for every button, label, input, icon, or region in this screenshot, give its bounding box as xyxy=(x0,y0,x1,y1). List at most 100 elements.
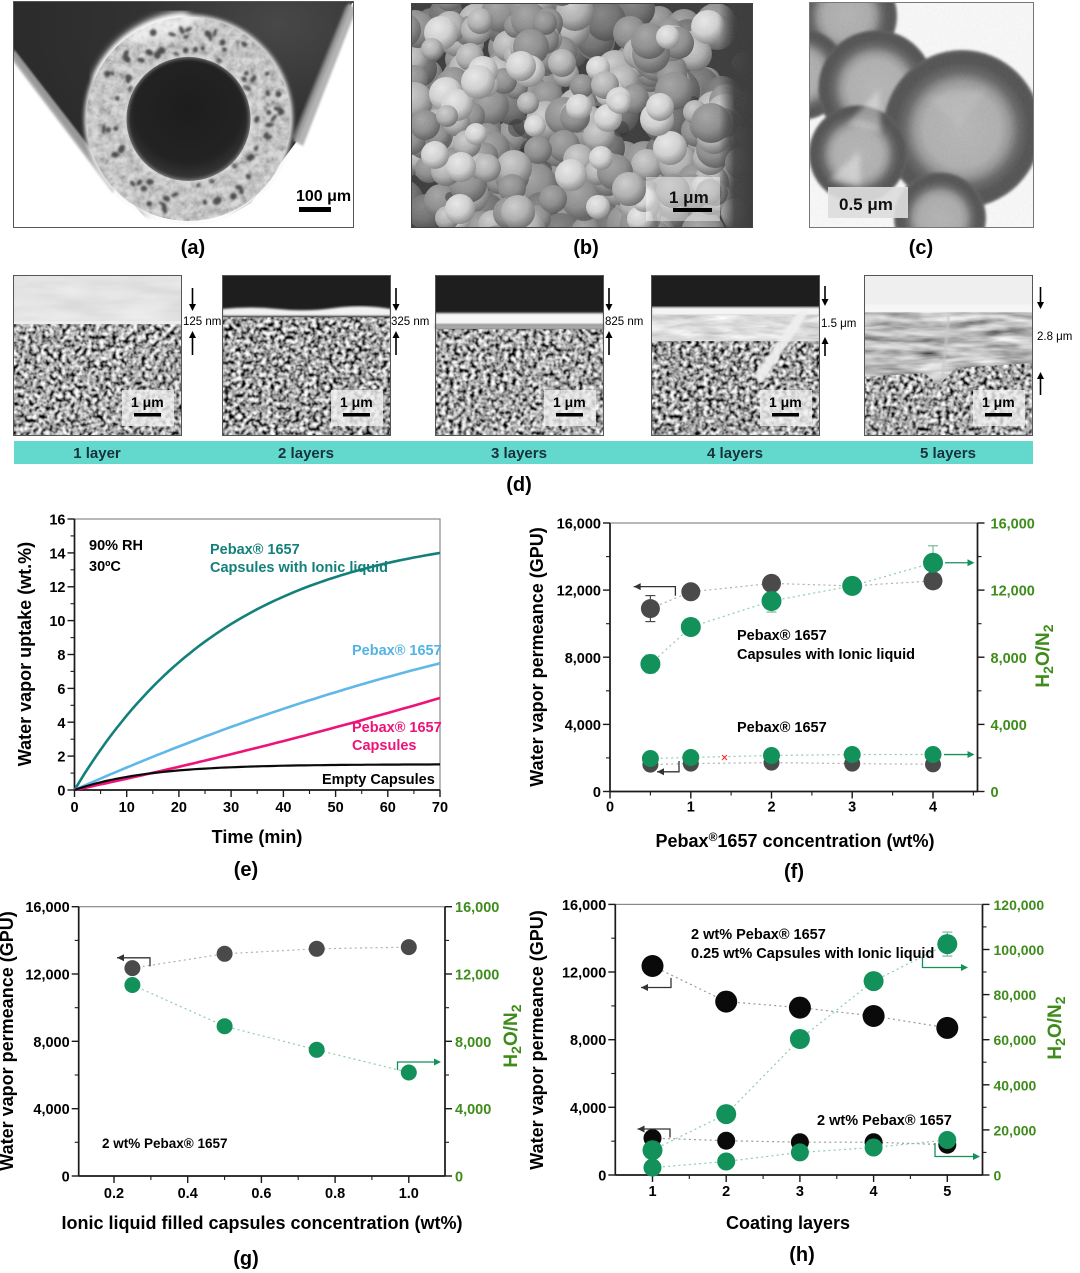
svg-text:16,000: 16,000 xyxy=(991,517,1035,533)
svg-text:Capsules: Capsules xyxy=(352,738,416,754)
svg-text:4,000: 4,000 xyxy=(991,718,1027,734)
svg-text:Ionic liquid filled capsules c: Ionic liquid filled capsules concentrati… xyxy=(61,1213,462,1233)
svg-text:20,000: 20,000 xyxy=(994,1122,1037,1138)
svg-text:(h): (h) xyxy=(789,1244,815,1266)
svg-text:1: 1 xyxy=(687,800,695,816)
svg-text:1 μm: 1 μm xyxy=(553,394,586,410)
svg-text:120,000: 120,000 xyxy=(994,897,1045,913)
svg-text:1 μm: 1 μm xyxy=(982,394,1015,410)
svg-text:8,000: 8,000 xyxy=(991,651,1027,667)
svg-text:1.0: 1.0 xyxy=(399,1186,419,1202)
svg-text:16: 16 xyxy=(49,513,65,529)
svg-text:12: 12 xyxy=(49,580,65,596)
svg-text:Capsules with Ionic liquid: Capsules with Ionic liquid xyxy=(737,647,915,663)
svg-text:5 layers: 5 layers xyxy=(920,445,976,462)
svg-text:50: 50 xyxy=(328,800,344,816)
svg-text:4: 4 xyxy=(57,716,65,732)
svg-text:2: 2 xyxy=(57,750,65,766)
svg-text:12,000: 12,000 xyxy=(25,968,69,984)
svg-text:H2O/N2: H2O/N2 xyxy=(1045,996,1068,1059)
svg-text:2 wt% Pebax® 1657: 2 wt% Pebax® 1657 xyxy=(691,927,826,943)
svg-text:0: 0 xyxy=(62,1170,70,1186)
svg-text:100,000: 100,000 xyxy=(994,942,1045,958)
svg-text:20: 20 xyxy=(171,800,187,816)
svg-text:H2O/N2: H2O/N2 xyxy=(501,1004,524,1067)
svg-text:(g): (g) xyxy=(233,1248,259,1270)
svg-text:3 layers: 3 layers xyxy=(491,445,547,462)
svg-text:0: 0 xyxy=(455,1170,463,1186)
svg-text:16,000: 16,000 xyxy=(557,517,601,533)
svg-text:0.8: 0.8 xyxy=(325,1186,345,1202)
svg-text:0: 0 xyxy=(57,784,65,800)
svg-text:2.8 μm: 2.8 μm xyxy=(1037,331,1072,343)
svg-text:0: 0 xyxy=(598,1169,606,1185)
svg-text:2 wt% Pebax® 1657: 2 wt% Pebax® 1657 xyxy=(817,1113,952,1129)
svg-text:0.6: 0.6 xyxy=(251,1186,271,1202)
svg-text:8,000: 8,000 xyxy=(455,1035,491,1051)
svg-text:0.25 wt% Capsules with Ionic l: 0.25 wt% Capsules with Ionic liquid xyxy=(691,946,934,962)
svg-text:8,000: 8,000 xyxy=(565,651,601,667)
svg-text:60,000: 60,000 xyxy=(994,1032,1037,1048)
svg-text:12,000: 12,000 xyxy=(557,584,601,600)
svg-text:125 nm: 125 nm xyxy=(183,316,221,328)
svg-text:90% RH: 90% RH xyxy=(89,538,143,554)
svg-text:Water vapor permeance (GPU): Water vapor permeance (GPU) xyxy=(527,527,547,786)
svg-text:Water vapor permeance (GPU): Water vapor permeance (GPU) xyxy=(0,911,17,1170)
svg-text:(e): (e) xyxy=(234,859,258,881)
svg-text:Capsules with Ionic liquid: Capsules with Ionic liquid xyxy=(210,560,388,576)
svg-text:30: 30 xyxy=(223,800,239,816)
svg-text:0.5 μm: 0.5 μm xyxy=(839,195,893,214)
svg-text:2: 2 xyxy=(722,1184,730,1200)
svg-text:Pebax® 1657: Pebax® 1657 xyxy=(352,643,442,659)
svg-text:Pebax® 1657: Pebax® 1657 xyxy=(352,720,442,736)
svg-text:2 wt% Pebax® 1657: 2 wt% Pebax® 1657 xyxy=(102,1136,228,1151)
svg-text:4,000: 4,000 xyxy=(570,1101,606,1117)
svg-text:8,000: 8,000 xyxy=(33,1035,69,1051)
svg-text:Coating layers: Coating layers xyxy=(726,1213,850,1233)
svg-text:4 layers: 4 layers xyxy=(707,445,763,462)
svg-text:H2O/N2: H2O/N2 xyxy=(1033,624,1056,687)
svg-text:0: 0 xyxy=(70,800,78,816)
svg-text:4,000: 4,000 xyxy=(565,718,601,734)
svg-text:8,000: 8,000 xyxy=(570,1033,606,1049)
svg-text:325 nm: 325 nm xyxy=(391,316,429,328)
svg-text:16,000: 16,000 xyxy=(455,900,499,916)
svg-text:8: 8 xyxy=(57,648,65,664)
svg-text:4: 4 xyxy=(929,800,937,816)
svg-text:40: 40 xyxy=(275,800,291,816)
svg-text:2: 2 xyxy=(767,800,775,816)
svg-text:16,000: 16,000 xyxy=(25,900,69,916)
svg-text:100 μm: 100 μm xyxy=(296,188,351,205)
svg-text:Time (min): Time (min) xyxy=(212,827,303,847)
svg-text:16,000: 16,000 xyxy=(562,898,606,914)
svg-text:0: 0 xyxy=(994,1168,1002,1184)
svg-text:Pebax® 1657: Pebax® 1657 xyxy=(737,720,827,736)
svg-text:3: 3 xyxy=(796,1184,804,1200)
svg-text:Water vapor permeance (GPU): Water vapor permeance (GPU) xyxy=(527,910,547,1169)
svg-text:1 μm: 1 μm xyxy=(669,188,709,207)
svg-text:0: 0 xyxy=(606,800,614,816)
svg-text:40,000: 40,000 xyxy=(994,1077,1037,1093)
svg-text:4,000: 4,000 xyxy=(33,1102,69,1118)
svg-text:12,000: 12,000 xyxy=(991,584,1035,600)
svg-text:70: 70 xyxy=(432,800,448,816)
svg-text:1 layer: 1 layer xyxy=(73,445,121,462)
svg-text:10: 10 xyxy=(119,800,135,816)
svg-text:0: 0 xyxy=(593,785,601,801)
svg-text:12,000: 12,000 xyxy=(455,968,499,984)
svg-text:80,000: 80,000 xyxy=(994,987,1037,1003)
svg-text:6: 6 xyxy=(57,682,65,698)
svg-text:Pebax® 1657: Pebax® 1657 xyxy=(737,628,827,644)
svg-text:60: 60 xyxy=(380,800,396,816)
svg-text:4: 4 xyxy=(870,1184,878,1200)
svg-text:3: 3 xyxy=(848,800,856,816)
svg-text:0.4: 0.4 xyxy=(178,1186,198,1202)
svg-text:0.2: 0.2 xyxy=(104,1186,124,1202)
svg-text:1: 1 xyxy=(648,1184,656,1200)
svg-text:1 μm: 1 μm xyxy=(340,394,373,410)
svg-text:0: 0 xyxy=(991,785,999,801)
svg-text:1.5 μm: 1.5 μm xyxy=(821,318,856,330)
svg-text:1 μm: 1 μm xyxy=(769,394,802,410)
svg-text:Pebax®1657 concentration (wt%: Pebax®1657 concentration (wt%) xyxy=(656,830,935,851)
svg-text:(f): (f) xyxy=(784,861,804,883)
